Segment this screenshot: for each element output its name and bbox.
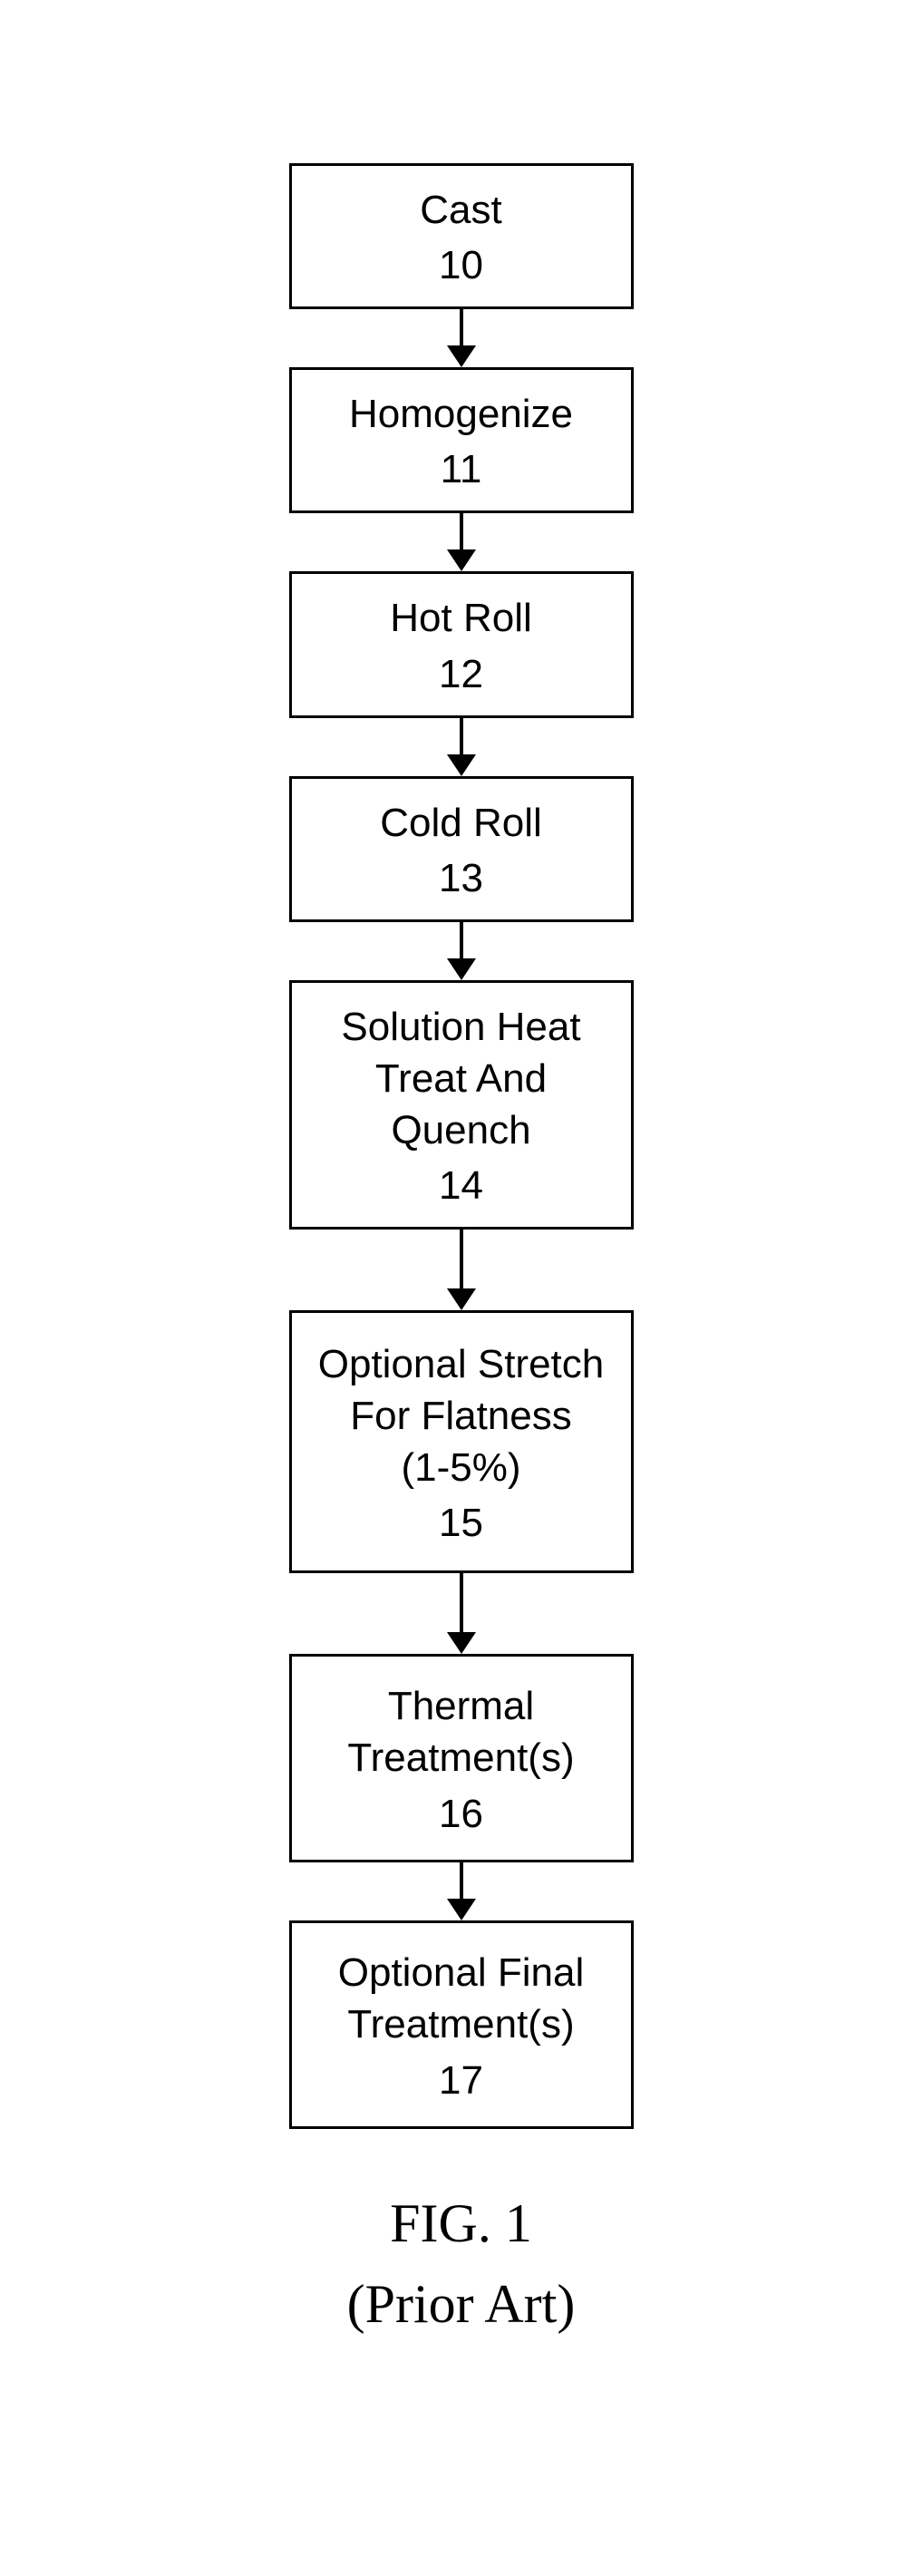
node-label-line1: Thermal — [388, 1680, 534, 1732]
arrow-head — [447, 1288, 476, 1310]
node-number: 13 — [439, 856, 483, 901]
node-label-line2: For Flatness — [350, 1390, 572, 1442]
arrow — [447, 1230, 476, 1310]
arrow — [447, 718, 476, 776]
node-label: Cast — [420, 184, 501, 236]
figure-label: FIG. 1 — [390, 2192, 532, 2255]
flowchart-container: Cast 10 Homogenize 11 Hot Roll 12 Cold R… — [289, 163, 634, 2129]
arrow-head — [447, 1632, 476, 1654]
flowchart-node-solution-heat-treat: Solution Heat Treat And Quench 14 — [289, 980, 634, 1230]
arrow-line — [460, 309, 463, 345]
flowchart-node-cast: Cast 10 — [289, 163, 634, 309]
node-label: Homogenize — [349, 388, 573, 440]
node-number: 15 — [439, 1501, 483, 1546]
arrow — [447, 309, 476, 367]
figure-subtitle: (Prior Art) — [347, 2273, 576, 2336]
arrow-line — [460, 922, 463, 958]
flowchart-node-optional-final-treatments: Optional Final Treatment(s) 17 — [289, 1920, 634, 2129]
node-number: 12 — [439, 652, 483, 697]
flowchart-node-cold-roll: Cold Roll 13 — [289, 776, 634, 922]
arrow-line — [460, 1862, 463, 1899]
node-number: 10 — [439, 243, 483, 288]
arrow-line — [460, 513, 463, 549]
node-number: 11 — [441, 447, 482, 492]
flowchart-node-optional-stretch: Optional Stretch For Flatness (1-5%) 15 — [289, 1310, 634, 1573]
node-label-line2: Treatment(s) — [347, 1732, 574, 1784]
arrow — [447, 513, 476, 571]
node-label-line1: Optional Final — [338, 1947, 584, 1998]
arrow-head — [447, 754, 476, 776]
node-label: Hot Roll — [390, 592, 532, 644]
node-number: 14 — [439, 1163, 483, 1209]
flowchart-node-homogenize: Homogenize 11 — [289, 367, 634, 513]
node-label-line3: (1-5%) — [401, 1442, 520, 1493]
arrow-head — [447, 549, 476, 571]
flowchart-node-hot-roll: Hot Roll 12 — [289, 571, 634, 717]
arrow — [447, 1862, 476, 1920]
node-number: 16 — [439, 1792, 483, 1837]
node-number: 17 — [439, 2058, 483, 2104]
node-label: Cold Roll — [380, 797, 542, 849]
arrow — [447, 1573, 476, 1654]
node-label-line2: Treatment(s) — [347, 1998, 574, 2050]
arrow-line — [460, 1573, 463, 1632]
node-label-line1: Optional Stretch — [318, 1338, 605, 1390]
node-label-line2: Treat And Quench — [310, 1053, 613, 1156]
node-label-line1: Solution Heat — [341, 1001, 580, 1053]
arrow-line — [460, 718, 463, 754]
arrow — [447, 922, 476, 980]
arrow-head — [447, 345, 476, 367]
arrow-head — [447, 1899, 476, 1920]
arrow-head — [447, 958, 476, 980]
arrow-line — [460, 1230, 463, 1288]
flowchart-node-thermal-treatments: Thermal Treatment(s) 16 — [289, 1654, 634, 1862]
